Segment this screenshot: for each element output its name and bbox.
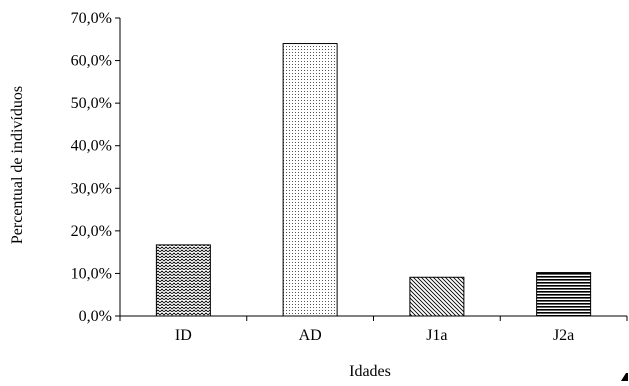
y-tick-label: 70,0% xyxy=(71,10,112,27)
y-tick-label: 10,0% xyxy=(71,265,112,282)
x-tick-label: ID xyxy=(175,327,192,344)
y-tick-label: 20,0% xyxy=(71,223,112,240)
x-axis-title: Idades xyxy=(349,363,391,380)
y-tick-label: 0,0% xyxy=(79,308,112,325)
bar-j2a xyxy=(536,272,592,317)
bar-ad xyxy=(282,43,338,317)
corner-mark xyxy=(621,373,628,381)
y-tick-label: 30,0% xyxy=(71,180,112,197)
bar-id xyxy=(155,244,211,317)
x-tick-label: J1a xyxy=(426,327,447,344)
x-tick-label: J2a xyxy=(553,327,574,344)
y-axis-title: Percentual de indivíduos xyxy=(9,86,26,244)
x-axis-ticks: ID AD J1a J2a xyxy=(119,316,628,344)
bars xyxy=(155,43,592,317)
y-tick-label: 50,0% xyxy=(71,95,112,112)
y-axis-ticks: 0,0% 10,0% 20,0% 30,0% 40,0% 50,0% 60,0% 70,0% xyxy=(71,10,120,325)
y-tick-label: 40,0% xyxy=(71,138,112,155)
y-tick-label: 60,0% xyxy=(71,53,112,70)
x-tick-label: AD xyxy=(299,327,322,344)
bar-j1a xyxy=(409,276,465,317)
